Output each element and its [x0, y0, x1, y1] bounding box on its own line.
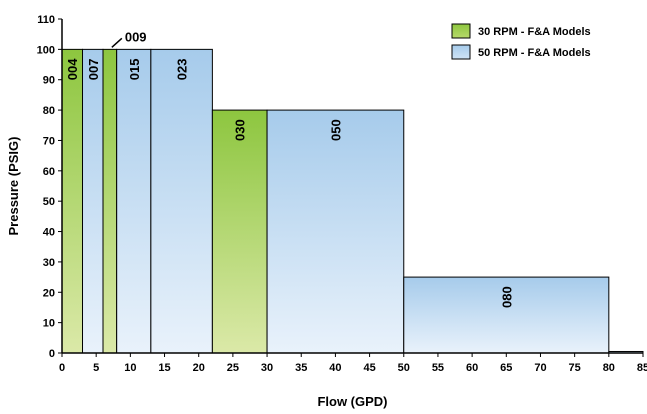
x-tick-label-75: 75 — [569, 362, 581, 374]
bar-023 — [150, 48, 213, 354]
y-axis-ticks: 0 10 20 30 40 50 60 70 80 90 100 110 — [37, 14, 62, 360]
y-tick-label-100: 100 — [37, 44, 55, 56]
bar-015 — [116, 48, 152, 354]
y-tick-label-110: 110 — [37, 14, 55, 26]
legend-label-30rpm: 30 RPM - F&A Models — [478, 26, 591, 38]
x-tick-label-80: 80 — [603, 362, 615, 374]
bar-label-leader-009 — [111, 37, 123, 48]
x-tick-label-0: 0 — [59, 362, 65, 374]
x-tick-label-30: 30 — [261, 362, 273, 374]
x-tick-label-40: 40 — [329, 362, 341, 374]
x-tick-label-60: 60 — [466, 362, 478, 374]
bar-050 — [266, 109, 405, 354]
legend: 30 RPM - F&A Models 50 RPM - F&A Models — [451, 23, 591, 60]
bar-label-007: 007 — [86, 59, 101, 81]
bar-label-004: 004 — [65, 58, 80, 80]
bar-label-050: 050 — [328, 119, 343, 141]
x-tick-label-45: 45 — [363, 362, 375, 374]
y-tick-label-50: 50 — [43, 196, 55, 208]
bar-030 — [211, 109, 268, 354]
bars — [61, 48, 644, 354]
bar-label-023: 023 — [175, 59, 190, 81]
bar-label-030: 030 — [233, 119, 248, 141]
bar-004 — [61, 48, 84, 354]
bar-label-015: 015 — [127, 59, 142, 81]
y-tick-label-80: 80 — [43, 105, 55, 117]
bar-009 — [102, 48, 118, 354]
axes — [61, 19, 643, 354]
x-tick-label-10: 10 — [124, 362, 136, 374]
y-tick-label-40: 40 — [43, 227, 55, 239]
x-tick-label-20: 20 — [193, 362, 205, 374]
x-tick-label-15: 15 — [158, 362, 170, 374]
y-tick-label-60: 60 — [43, 166, 55, 178]
x-tick-label-25: 25 — [227, 362, 239, 374]
y-tick-label-10: 10 — [43, 318, 55, 330]
y-axis-title: Pressure (PSIG) — [6, 137, 21, 236]
x-tick-label-5: 5 — [93, 362, 99, 374]
x-tick-label-85: 85 — [637, 362, 647, 374]
x-tick-label-50: 50 — [398, 362, 410, 374]
bar-007 — [82, 48, 104, 354]
legend-swatch-50rpm — [451, 44, 471, 60]
x-tick-label-35: 35 — [295, 362, 307, 374]
legend-swatch-30rpm — [451, 23, 471, 39]
x-tick-label-70: 70 — [534, 362, 546, 374]
y-tick-label-90: 90 — [43, 75, 55, 87]
bar-labels: 004 007 009 015 023 030 050 080 — [65, 29, 514, 308]
x-tick-label-55: 55 — [432, 362, 444, 374]
y-tick-label-0: 0 — [49, 348, 55, 360]
y-tick-label-70: 70 — [43, 135, 55, 147]
x-tick-label-65: 65 — [500, 362, 512, 374]
bar-label-009: 009 — [125, 29, 147, 44]
bar-label-080: 080 — [499, 286, 514, 308]
y-tick-label-20: 20 — [43, 287, 55, 299]
bar-080 — [403, 276, 610, 354]
y-tick-label-30: 30 — [43, 257, 55, 269]
x-axis-title: Flow (GPD) — [317, 394, 387, 409]
x-axis-ticks: 0 5 10 15 20 25 30 35 40 45 50 55 60 65 70 75 80 85 — [59, 353, 647, 374]
legend-label-50rpm: 50 RPM - F&A Models — [478, 47, 591, 59]
